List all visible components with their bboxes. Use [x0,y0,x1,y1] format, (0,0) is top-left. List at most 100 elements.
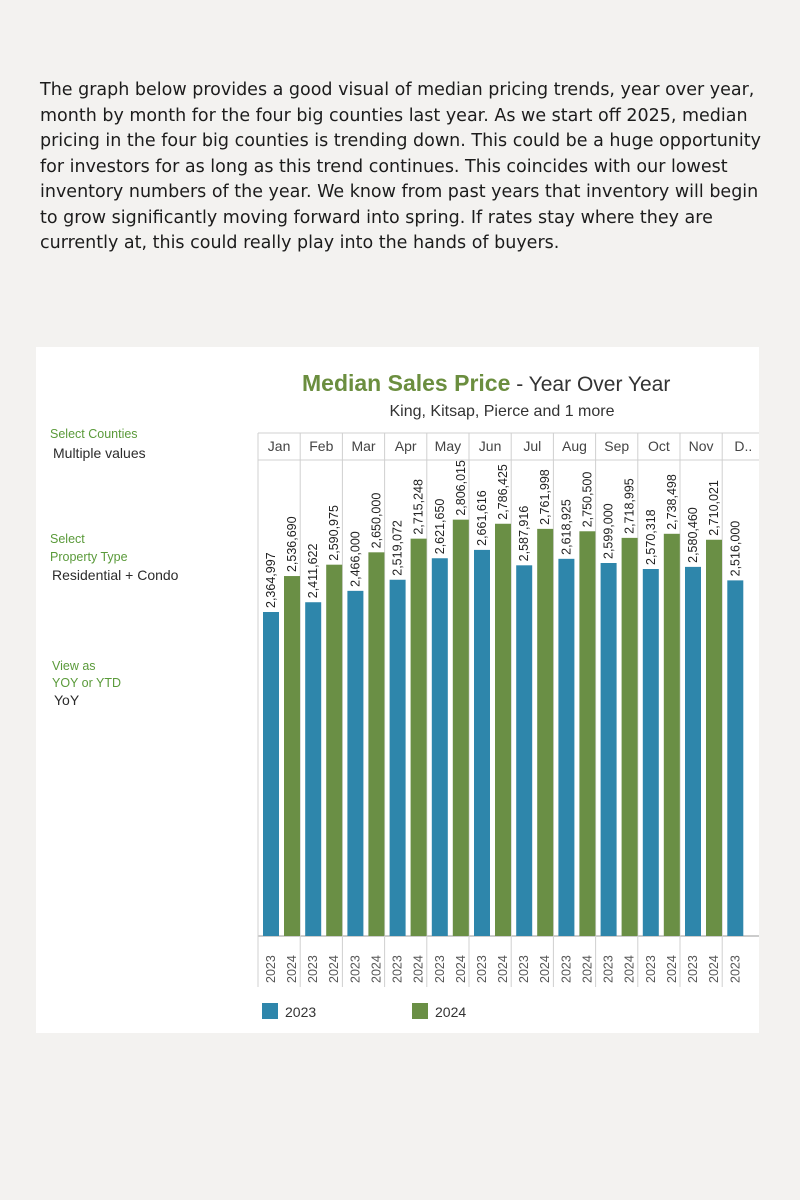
bar-2023 [727,580,744,936]
bar-2023 [347,590,364,936]
month-label: Jan [268,438,291,454]
month-label: Nov [689,438,714,454]
chart-legend: 2023 2024 [262,1003,466,1020]
year-tick-label: 2024 [665,955,679,983]
year-tick-label: 2024 [327,955,341,983]
value-label-2024: 2,710,021 [707,480,721,536]
value-label-2023: 2,661,616 [475,490,489,546]
bar-2023 [305,602,322,936]
chart-title: Median Sales Price - Year Over Year [302,370,670,396]
year-tick-label: 2024 [707,955,721,983]
counties-filter-label: Select Counties [50,427,138,441]
value-label-2023: 2,516,000 [728,521,742,577]
bar-2024 [452,519,469,936]
legend-label-2024: 2024 [435,1004,466,1020]
value-label-2024: 2,590,975 [327,505,341,561]
year-tick-label: 2023 [686,955,700,983]
counties-filter-value[interactable]: Multiple values [53,445,146,461]
year-tick-label: 2024 [580,955,594,983]
chart-title-suffix: - Year Over Year [510,373,670,396]
bar-2024 [495,523,511,936]
value-label-2024: 2,806,015 [454,460,468,516]
value-label-2024: 2,536,690 [285,516,299,572]
year-tick-label: 2023 [391,955,405,983]
value-label-2024: 2,715,248 [412,479,426,535]
legend-swatch-2023 [262,1003,278,1019]
year-tick-label: 2023 [306,955,320,983]
median-price-chart: Select Counties Multiple values Select P… [50,370,759,1020]
month-label: D.. [734,438,752,454]
property-filter-label-line1: Select [50,532,85,546]
month-label: Apr [395,438,417,454]
bar-2023 [685,566,701,936]
value-label-2023: 2,570,318 [644,509,658,565]
year-tick-label: 2024 [454,955,468,983]
view-filter-label-line1: View as [52,659,96,673]
year-tick-label: 2023 [728,955,742,983]
year-tick-label: 2023 [433,955,447,983]
year-tick-label: 2023 [264,955,278,983]
month-label: Sep [604,438,629,454]
plot-area: Jan 2,364,997 2023 2,536,690 2024 Feb 2,411,62… [257,432,759,987]
year-tick-label: 2023 [559,955,573,983]
value-label-2024: 2,786,425 [496,464,510,520]
bar-2023 [474,549,490,936]
legend-label-2023: 2023 [285,1004,316,1020]
bar-2023 [600,562,617,936]
bar-2024 [410,538,427,936]
value-label-2024: 2,718,995 [623,478,637,534]
view-filter-label-line2: YOY or YTD [52,676,121,690]
value-label-2023: 2,466,000 [348,531,362,587]
month-label: Jul [523,438,541,454]
bar-2023 [558,558,575,936]
bar-2024 [579,531,596,936]
year-tick-label: 2023 [517,955,531,983]
view-filter-value[interactable]: YoY [54,692,80,708]
chart-title-main: Median Sales Price [302,370,510,396]
value-label-2023: 2,618,925 [559,499,573,555]
value-label-2023: 2,364,997 [264,552,278,608]
month-label: Aug [562,438,587,454]
bar-2023 [516,565,533,936]
property-filter-label-line2: Property Type [50,550,128,564]
bar-2023 [263,612,279,936]
year-tick-label: 2023 [602,955,616,983]
value-label-2023: 2,580,460 [686,507,700,563]
value-label-2023: 2,621,650 [433,499,447,555]
value-label-2023: 2,599,000 [602,503,616,559]
bar-2023 [642,569,659,936]
year-tick-label: 2024 [412,955,426,983]
year-tick-label: 2023 [475,955,489,983]
value-label-2023: 2,587,916 [517,506,531,562]
month-label: Oct [648,438,670,454]
month-label: Feb [309,438,333,454]
property-filter-value[interactable]: Residential + Condo [52,567,179,583]
value-label-2023: 2,411,622 [306,544,320,599]
bar-2024 [537,528,554,936]
bar-2024 [284,576,300,936]
year-tick-label: 2023 [348,955,362,983]
value-label-2024: 2,761,998 [538,469,552,525]
year-tick-label: 2024 [369,955,383,983]
bar-2023 [431,558,448,936]
month-label: May [435,438,461,454]
legend-swatch-2024 [412,1003,428,1019]
bar-2024 [663,533,680,936]
year-tick-label: 2023 [644,955,658,983]
bar-2024 [326,564,343,936]
bar-2024 [706,539,722,936]
month-label: Jun [479,438,502,454]
year-tick-label: 2024 [538,955,552,983]
chart-card: Select Counties Multiple values Select P… [36,347,759,1033]
value-label-2024: 2,650,000 [369,493,383,549]
chart-subtitle: King, Kitsap, Pierce and 1 more [389,403,614,420]
year-tick-label: 2024 [285,955,299,983]
bar-2024 [621,537,638,936]
value-label-2024: 2,738,498 [665,474,679,530]
bar-2023 [389,579,406,936]
year-tick-label: 2024 [623,955,637,983]
value-label-2024: 2,750,500 [580,472,594,528]
value-label-2023: 2,519,072 [391,520,405,576]
month-label: Mar [351,438,375,454]
intro-paragraph: The graph below provides a good visual o… [40,80,761,253]
